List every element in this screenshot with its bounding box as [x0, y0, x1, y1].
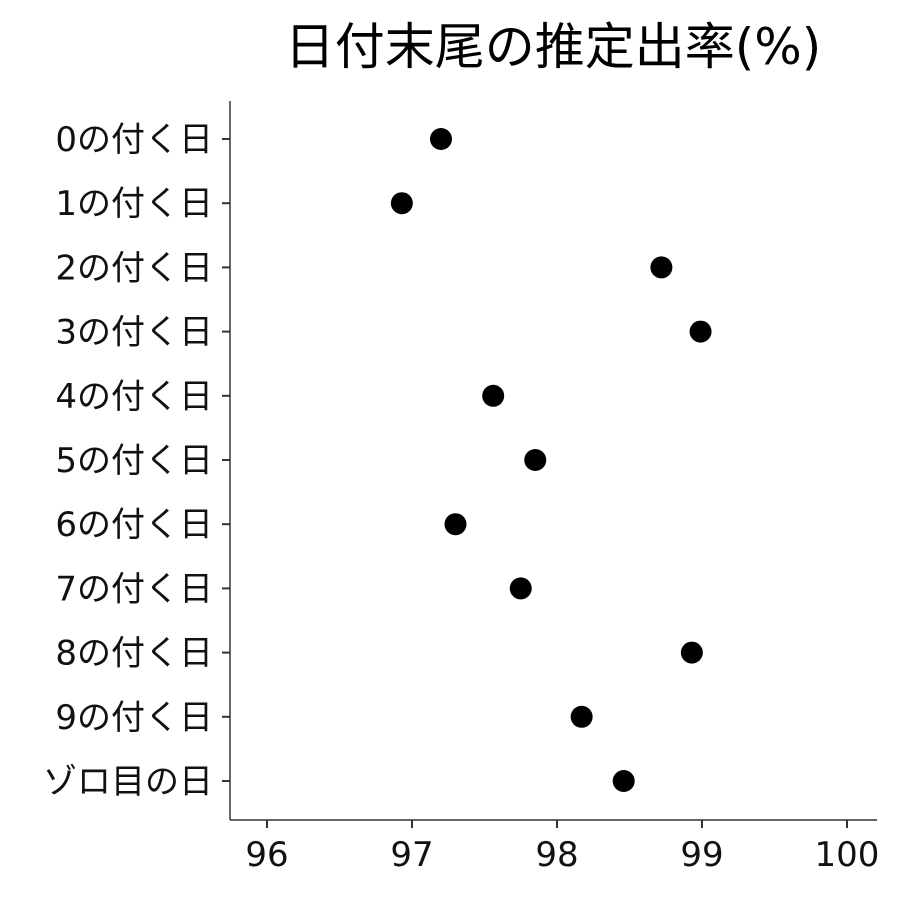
x-tick-label: 96	[245, 835, 288, 875]
data-point	[390, 192, 413, 215]
data-point	[612, 770, 635, 792]
data-point	[650, 256, 673, 279]
data-point	[430, 128, 452, 150]
y-tick-label: 4の付く日	[55, 377, 213, 417]
y-tick-label: 8の付く日	[55, 634, 213, 674]
data-point	[444, 513, 467, 536]
y-tick-label: 2の付く日	[55, 248, 213, 288]
data-point	[524, 449, 547, 471]
x-tick-label: 99	[680, 835, 723, 875]
y-tick-label: 1の付く日	[55, 184, 213, 224]
data-point	[680, 641, 703, 664]
chart-title: 日付末尾の推定出率(%)	[285, 18, 822, 76]
y-tick-label: 0の付く日	[55, 120, 213, 160]
data-point	[689, 320, 712, 343]
y-tick-label: 6の付く日	[55, 505, 213, 545]
y-tick-label: 5の付く日	[55, 441, 213, 481]
data-point	[509, 577, 532, 600]
x-tick-label: 97	[390, 835, 433, 875]
x-tick-label: 98	[535, 835, 578, 875]
y-tick-label: 3の付く日	[55, 313, 213, 353]
y-tick-label: ゾロ目の日	[43, 762, 213, 802]
x-tick-label: 100	[815, 835, 880, 875]
y-tick-label: 9の付く日	[55, 698, 213, 738]
y-tick-label: 7の付く日	[55, 569, 213, 609]
chart-marks: 0の付く日 1の付く日 2の付く日 3の付く日 4の付く日 5の付く日 6の付く日 7の付く日…	[43, 120, 879, 875]
data-point	[570, 705, 593, 728]
data-point	[482, 384, 505, 407]
